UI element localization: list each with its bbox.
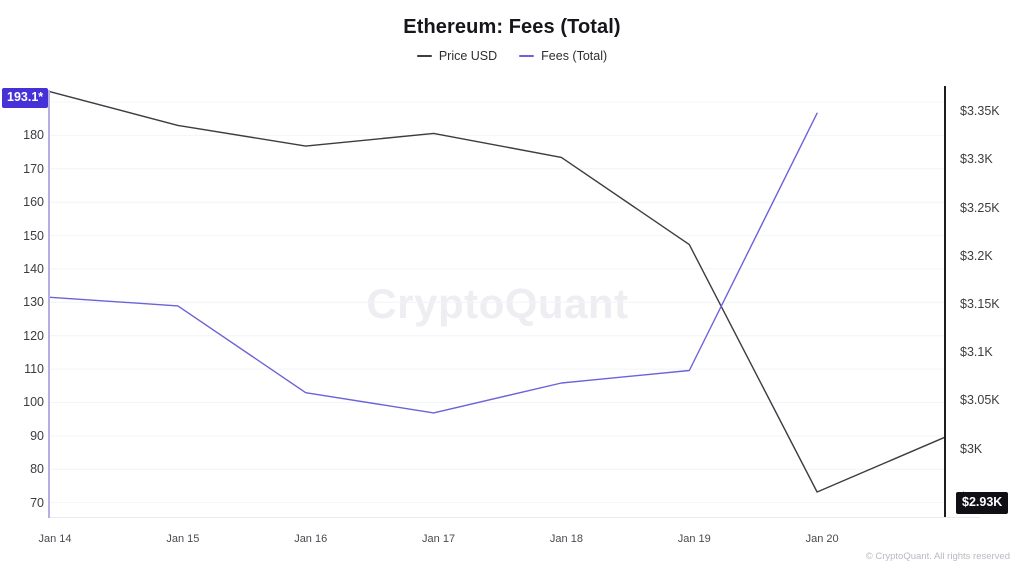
legend-item-fees-total[interactable]: Fees (Total)	[519, 49, 607, 63]
legend-item-price-usd[interactable]: Price USD	[416, 49, 498, 63]
left-axis-line	[48, 90, 50, 518]
right-axis-tick-label: $3.05K	[960, 393, 1000, 408]
chart-legend: Price USD Fees (Total)	[0, 49, 1024, 63]
page-title: Ethereum: Fees (Total)	[403, 16, 621, 38]
chart-gridlines	[50, 101, 945, 504]
x-axis-tick-label: Jan 18	[549, 533, 583, 545]
left-axis-tick-label: 180	[23, 128, 44, 143]
left-axis-tick-label: 170	[23, 161, 44, 176]
left-axis-tick-label: 90	[30, 428, 44, 443]
left-axis-tick-label: 160	[23, 195, 44, 210]
x-axis-tick-label: Jan 17	[422, 533, 456, 545]
copyright-note: © CryptoQuant. All rights reserved	[865, 551, 1010, 562]
right-axis-tick-label: $3.15K	[960, 297, 1000, 311]
right-current-value-badge: $2.93K	[956, 492, 1009, 514]
left-axis-tick-label: 130	[23, 295, 44, 310]
x-axis-tick-label: Jan 15	[166, 533, 200, 545]
right-axis-line	[944, 86, 946, 518]
right-axis-tick-label: $3K	[960, 441, 983, 456]
left-axis-tick-label: 70	[30, 495, 44, 510]
x-axis-tick-label: Jan 19	[677, 533, 711, 545]
x-axis-tick-label: Jan 16	[294, 533, 328, 545]
bottom-axis-line	[50, 517, 980, 518]
left-axis-tick-label: 100	[23, 395, 44, 410]
chart-series	[49, 90, 946, 493]
left-axis-tick-label: 80	[30, 462, 44, 477]
right-axis-tick-label: $3.3K	[960, 152, 993, 167]
left-axis-tick-label: 140	[23, 261, 44, 276]
left-axis-tick-label: 120	[23, 328, 44, 343]
right-axis-tick-label: $3.1K	[960, 345, 993, 360]
line-swatch-icon	[519, 55, 535, 57]
left-axis-tick-label: 150	[23, 228, 44, 243]
left-current-value-badge: 193.1*	[2, 88, 49, 108]
x-axis-tick-label: Jan 14	[38, 533, 72, 545]
right-axis-tick-label: $3.25K	[960, 200, 1000, 215]
legend-label-price-usd: Price USD	[438, 49, 498, 63]
right-axis-tick-label: $3.2K	[960, 248, 993, 263]
legend-label-fees-total: Fees (Total)	[541, 49, 608, 63]
x-axis-tick-label: Jan 20	[805, 533, 839, 545]
left-axis-tick-label: 110	[24, 362, 44, 377]
right-axis-tick-label: $3.35K	[960, 104, 1000, 119]
line-swatch-icon	[416, 55, 432, 57]
